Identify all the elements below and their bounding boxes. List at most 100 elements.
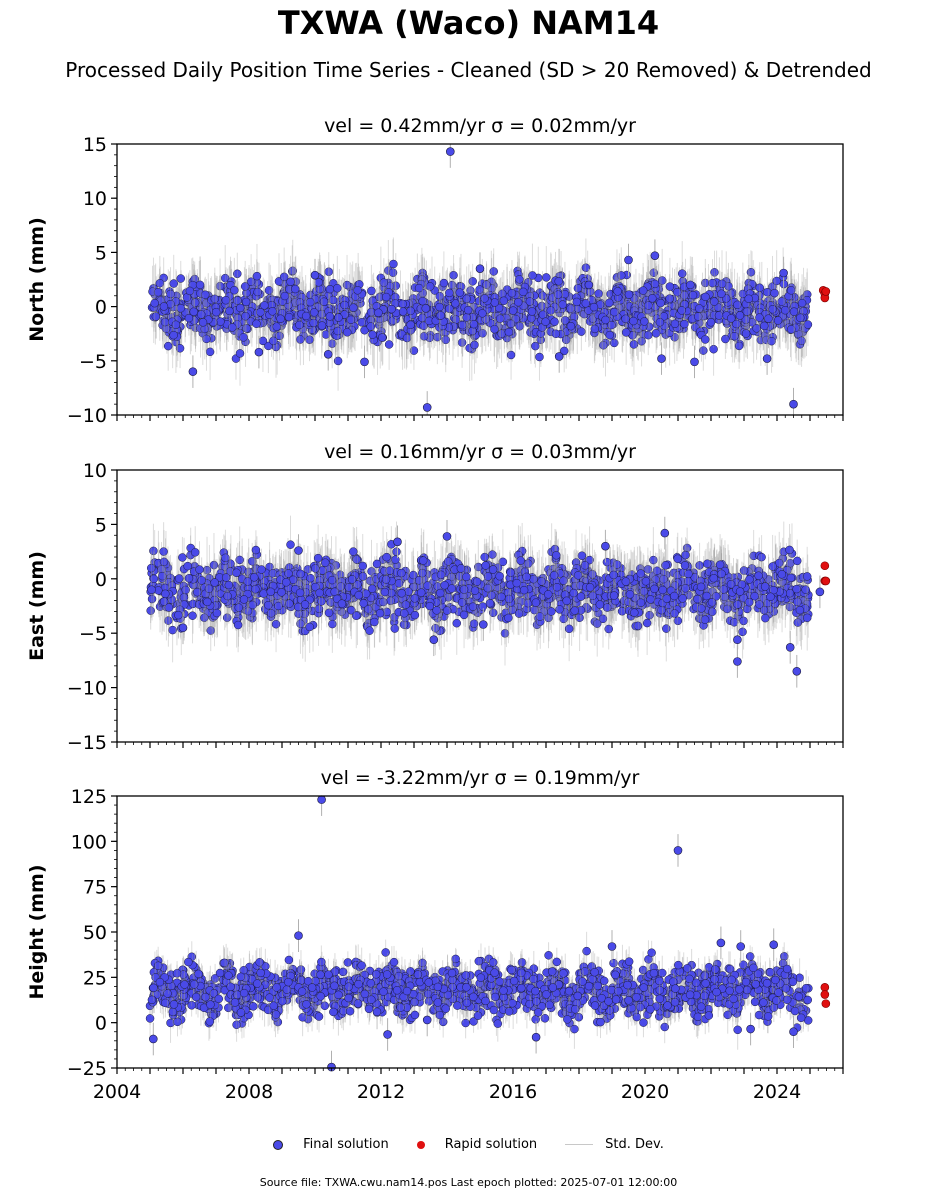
final-point bbox=[721, 334, 730, 344]
final-point bbox=[650, 251, 660, 260]
final-point bbox=[624, 255, 633, 265]
final-point bbox=[252, 319, 261, 329]
final-point bbox=[772, 276, 781, 286]
final-point bbox=[421, 304, 431, 313]
final-point bbox=[256, 308, 265, 317]
final-point bbox=[717, 289, 726, 298]
final-point bbox=[701, 335, 710, 344]
final-point bbox=[803, 320, 813, 329]
final-point bbox=[656, 298, 665, 308]
final-point bbox=[762, 354, 772, 363]
final-point bbox=[425, 282, 435, 291]
final-point bbox=[288, 266, 298, 276]
final-point bbox=[276, 314, 285, 324]
final-point bbox=[221, 295, 231, 305]
final-point bbox=[272, 322, 281, 331]
final-point bbox=[353, 286, 362, 295]
final-point bbox=[605, 298, 614, 308]
final-point bbox=[480, 294, 489, 303]
final-point bbox=[368, 330, 377, 339]
final-point bbox=[323, 349, 333, 359]
y-tick-label: 5 bbox=[95, 242, 107, 264]
final-point bbox=[230, 285, 239, 295]
final-point bbox=[495, 314, 505, 323]
final-point bbox=[176, 303, 186, 313]
final-point bbox=[309, 318, 318, 328]
final-point bbox=[284, 312, 294, 322]
final-point bbox=[309, 308, 319, 317]
final-point bbox=[561, 335, 571, 345]
final-point bbox=[535, 352, 544, 362]
final-point bbox=[589, 302, 599, 312]
final-point bbox=[374, 308, 383, 317]
final-point bbox=[314, 278, 323, 287]
panel-title: vel = 0.16mm/yr σ = 0.03mm/yr bbox=[324, 441, 636, 463]
final-point bbox=[709, 344, 718, 354]
final-point bbox=[171, 320, 181, 330]
final-point bbox=[457, 338, 467, 347]
daily-solution-cloud bbox=[147, 237, 813, 391]
final-point bbox=[629, 316, 638, 326]
final-point bbox=[436, 311, 445, 320]
final-point bbox=[295, 320, 304, 330]
final-point bbox=[726, 314, 736, 323]
final-point bbox=[367, 286, 376, 296]
final-point bbox=[773, 316, 783, 325]
final-point bbox=[381, 292, 391, 302]
final-point bbox=[390, 624, 400, 633]
final-point bbox=[445, 147, 455, 156]
final-point bbox=[738, 627, 747, 637]
final-point bbox=[445, 288, 454, 298]
final-point bbox=[735, 311, 745, 320]
final-point bbox=[215, 281, 225, 291]
final-point bbox=[286, 277, 295, 287]
final-point bbox=[542, 273, 551, 282]
final-point bbox=[150, 298, 159, 308]
final-point bbox=[610, 307, 619, 317]
final-point bbox=[241, 297, 251, 307]
final-point bbox=[518, 287, 528, 297]
final-point bbox=[710, 268, 719, 277]
y-tick-label: 0 bbox=[95, 297, 107, 319]
final-point bbox=[176, 274, 185, 283]
final-point bbox=[624, 290, 634, 299]
final-point bbox=[254, 347, 264, 357]
final-point bbox=[388, 268, 398, 277]
final-point bbox=[334, 313, 343, 322]
final-point bbox=[489, 267, 498, 276]
final-point bbox=[670, 319, 680, 329]
final-point bbox=[216, 317, 225, 326]
final-point bbox=[640, 317, 649, 326]
final-point bbox=[360, 357, 369, 367]
final-point bbox=[621, 328, 631, 337]
final-point bbox=[554, 277, 563, 286]
final-point bbox=[409, 346, 419, 355]
final-point bbox=[349, 303, 358, 312]
final-point bbox=[649, 268, 659, 277]
final-point bbox=[475, 264, 485, 273]
final-point bbox=[621, 314, 630, 324]
final-point bbox=[577, 327, 586, 336]
final-point bbox=[789, 307, 799, 316]
final-point bbox=[546, 306, 556, 315]
figure-title: TXWA (Waco) NAM14 bbox=[277, 4, 660, 42]
final-point bbox=[651, 329, 661, 338]
final-point bbox=[764, 314, 773, 323]
figure-subtitle: Processed Daily Position Time Series - C… bbox=[65, 58, 872, 82]
final-point bbox=[541, 317, 550, 326]
final-point bbox=[210, 294, 220, 304]
final-point bbox=[310, 270, 320, 280]
final-point bbox=[389, 259, 398, 269]
final-point bbox=[268, 307, 277, 316]
final-point bbox=[507, 288, 517, 298]
final-point bbox=[789, 399, 798, 409]
final-point bbox=[205, 347, 215, 357]
final-point bbox=[550, 317, 559, 326]
final-point bbox=[648, 294, 657, 303]
panel-north: vel = 0.42mm/yr σ = 0.02mm/yr North (mm) −… bbox=[26, 115, 844, 427]
final-point bbox=[701, 292, 710, 302]
final-point bbox=[760, 321, 769, 331]
final-point bbox=[527, 307, 537, 316]
final-point bbox=[657, 354, 666, 363]
final-point bbox=[515, 321, 524, 331]
